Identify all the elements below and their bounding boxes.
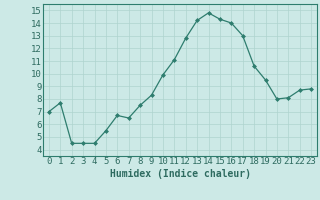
X-axis label: Humidex (Indice chaleur): Humidex (Indice chaleur) xyxy=(109,169,251,179)
